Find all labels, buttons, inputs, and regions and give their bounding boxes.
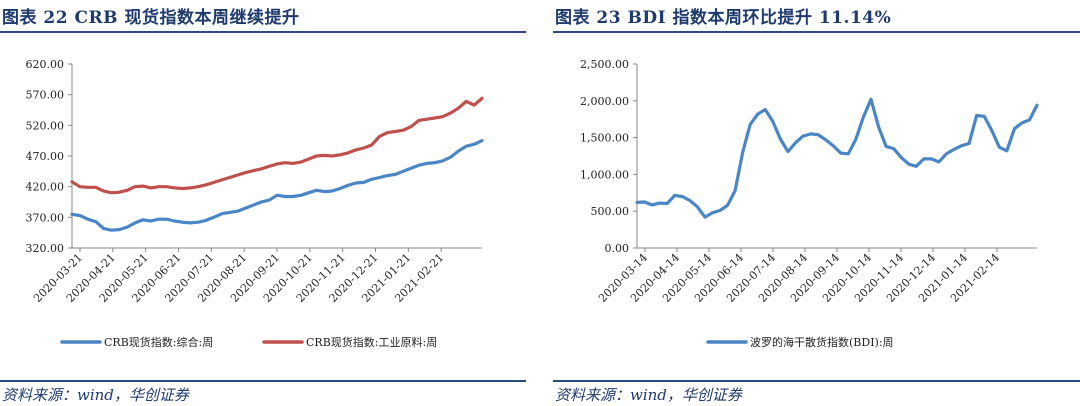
y-tick-label: 0.00 — [605, 242, 630, 255]
legend-label: CRB现货指数:工业原料:周 — [306, 335, 437, 349]
crb-line-chart: 620.00 570.00 520.00 470.00 420.00 370.00 320.… — [26, 58, 484, 349]
figure-22-title-rule — [0, 31, 526, 33]
y-tick-label: 370.00 — [26, 211, 65, 224]
figure-22-source: 资料来源：wind，华创证券 — [2, 386, 189, 404]
y-tick-label: 520.00 — [26, 119, 65, 132]
y-tick-label: 420.00 — [26, 181, 65, 194]
y-tick-label: 620.00 — [26, 58, 65, 71]
y-tick-label: 2,000.00 — [580, 95, 629, 108]
series-line-1 — [635, 97, 1039, 219]
figure-23-source: 资料来源：wind，华创证券 — [555, 386, 742, 404]
series-line-2 — [70, 96, 484, 195]
figure-22-title: 图表 22 CRB 现货指数本周继续提升 — [2, 8, 300, 28]
y-tick-label: 2,500.00 — [580, 58, 629, 71]
series-line-1 — [70, 139, 484, 232]
y-tick-label: 570.00 — [26, 89, 65, 102]
figure-22-source-rule — [0, 380, 526, 382]
figure-22-panel: 图表 22 CRB 现货指数本周继续提升 620.00 570.00 520.00 4… — [0, 0, 526, 406]
y-tick-label: 500.00 — [591, 205, 630, 218]
figure-23-source-rule — [553, 380, 1080, 382]
legend-label: CRB现货指数:综合:周 — [104, 335, 213, 349]
legend-label: 波罗的海干散货指数(BDI):周 — [750, 335, 894, 349]
y-tick-label: 1,500.00 — [580, 132, 629, 145]
figure-23-title-rule — [553, 31, 1080, 33]
y-tick-label: 1,000.00 — [580, 168, 629, 181]
figure-23-title: 图表 23 BDI 指数本周环比提升 11.14% — [555, 8, 892, 28]
y-tick-label: 320.00 — [26, 242, 65, 255]
y-tick-label: 470.00 — [26, 150, 65, 163]
figure-23-panel: 图表 23 BDI 指数本周环比提升 11.14% 2,500.00 2,000.… — [553, 0, 1080, 406]
bdi-line-chart: 2,500.00 2,000.00 1,500.00 1,000.00 500.00 0.… — [580, 58, 1039, 349]
